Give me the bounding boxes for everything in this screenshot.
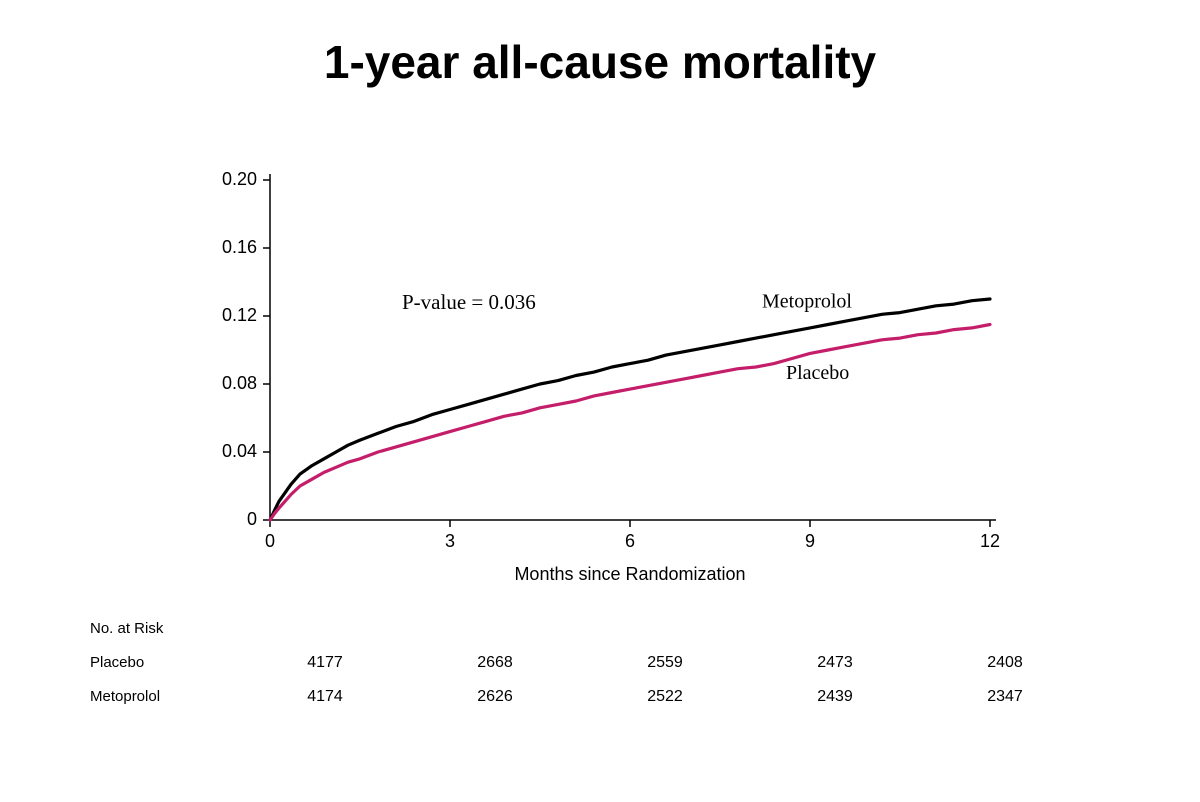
chart-container: 00.040.080.120.160.20036912Months since … (200, 170, 1000, 570)
y-tick-label: 0.12 (222, 305, 257, 325)
risk-row-label: Placebo (90, 654, 240, 671)
risk-cell: 2408 (920, 654, 1090, 672)
y-tick-label: 0.16 (222, 237, 257, 257)
risk-cell: 2473 (750, 654, 920, 672)
risk-cell: 4174 (240, 688, 410, 706)
risk-row-cells: 41742626252224392347 (240, 688, 1090, 706)
risk-cell: 2347 (920, 688, 1090, 706)
risk-table: No. at Risk Placebo41772668255924732408M… (90, 620, 1090, 722)
y-tick-label: 0.04 (222, 441, 257, 461)
risk-table-header-row: No. at Risk (90, 620, 1090, 654)
risk-row-cells: 41772668255924732408 (240, 654, 1090, 672)
chart-title: 1-year all-cause mortality (0, 35, 1200, 89)
slide: 1-year all-cause mortality 0 0.04 0.08 0.12… (0, 0, 1200, 802)
y-tick-label: 0.20 (222, 170, 257, 189)
x-tick-label: 0 (265, 531, 275, 551)
series-label-metoprolol: Metoprolol (762, 291, 852, 313)
risk-cell: 2626 (410, 688, 580, 706)
x-tick-label: 9 (805, 531, 815, 551)
risk-cell: 2439 (750, 688, 920, 706)
x-tick-label: 12 (980, 531, 1000, 551)
risk-table-header: No. at Risk (90, 620, 240, 637)
y-tick-label: 0 (247, 509, 257, 529)
risk-cell: 2522 (580, 688, 750, 706)
series-placebo (270, 325, 990, 521)
risk-cell: 4177 (240, 654, 410, 672)
risk-table-row: Placebo41772668255924732408 (90, 654, 1090, 688)
risk-row-label: Metoprolol (90, 688, 240, 705)
x-axis-title: Months since Randomization (514, 564, 745, 584)
x-tick-label: 6 (625, 531, 635, 551)
p-value-annotation: P-value = 0.036 (402, 290, 536, 314)
risk-cell: 2668 (410, 654, 580, 672)
y-tick-label: 0.08 (222, 373, 257, 393)
x-tick-label: 3 (445, 531, 455, 551)
mortality-chart: 0 0.04 0.08 0.12 0.16 0.20 0 3 6 9 12 Months since … (200, 170, 1000, 600)
series-label-placebo: Placebo (786, 362, 849, 384)
series-metoprolol (270, 299, 990, 520)
risk-cell: 2559 (580, 654, 750, 672)
risk-table-row: Metoprolol41742626252224392347 (90, 688, 1090, 722)
